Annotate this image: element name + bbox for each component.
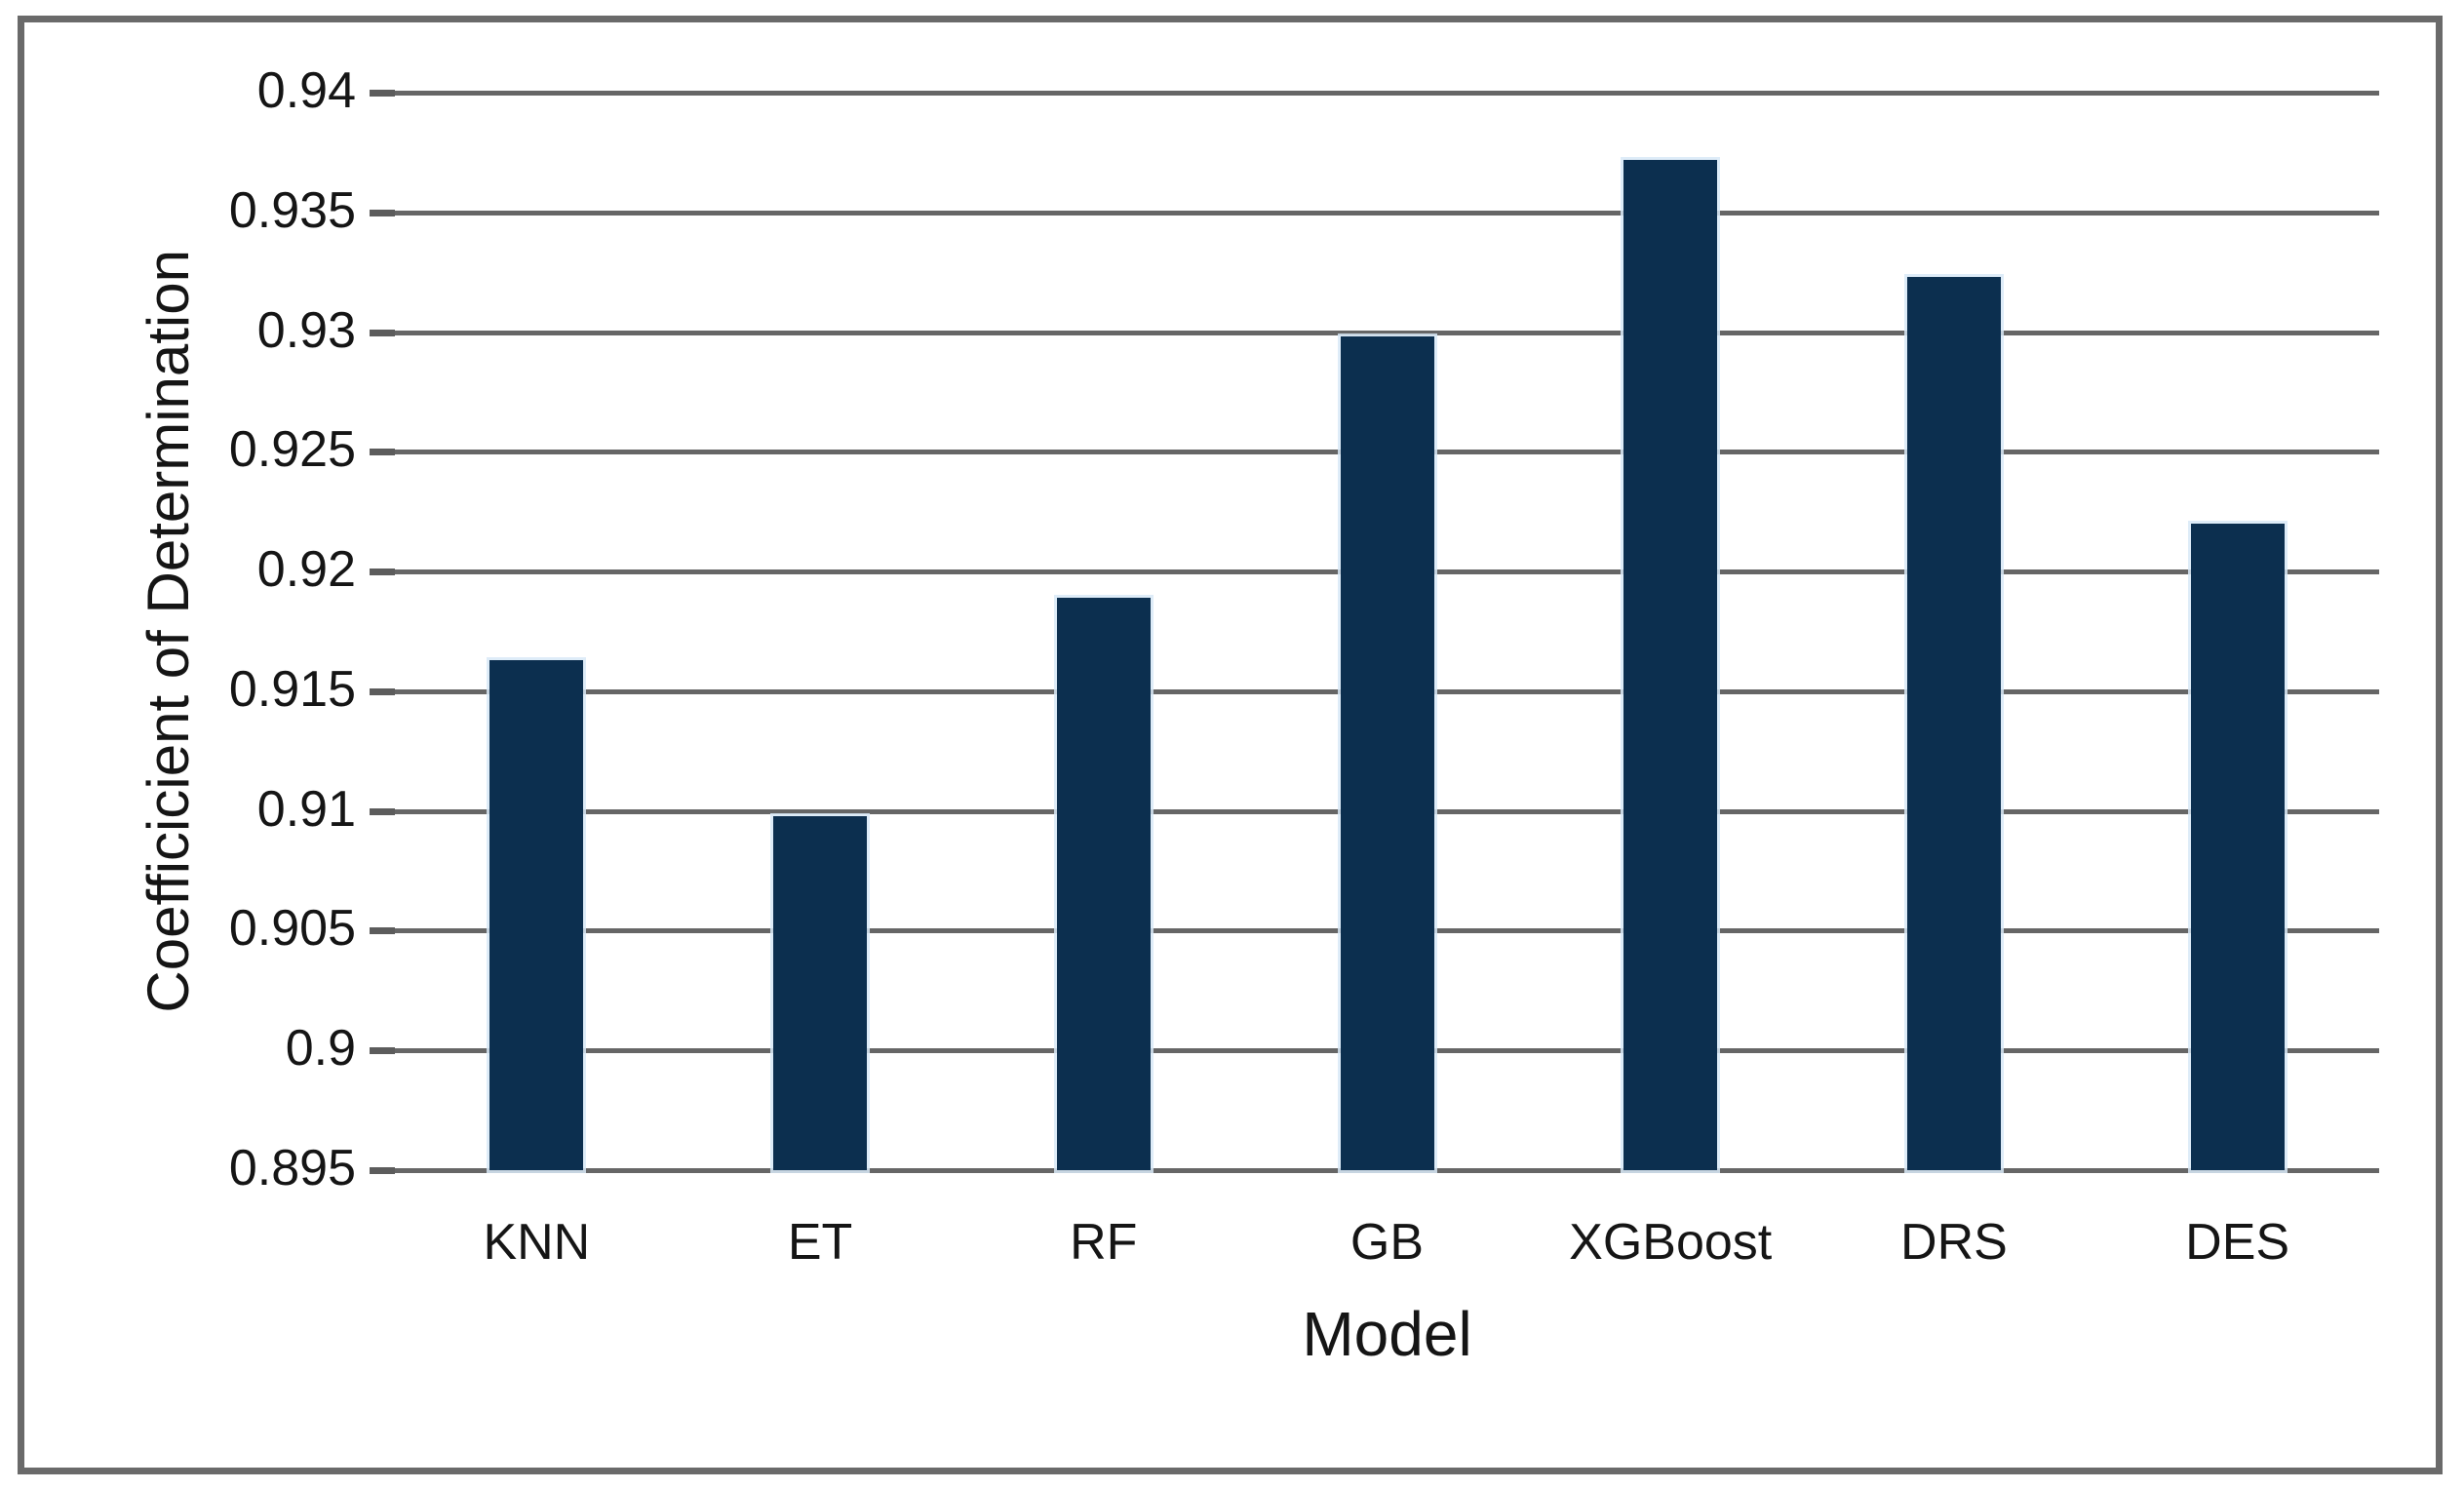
y-tick-label: 0.895 xyxy=(228,1140,356,1196)
y-axis-tick xyxy=(370,449,395,456)
figure-border xyxy=(18,16,2443,1474)
gridline xyxy=(370,1167,2379,1174)
bar-des xyxy=(2190,524,2285,1170)
y-tick-label: 0.91 xyxy=(256,780,356,838)
y-axis-tick xyxy=(370,569,395,576)
x-axis-tick-labels: KNN ET RF GB XGBoost DRS DES xyxy=(395,1217,2379,1275)
y-tick-label: 0.925 xyxy=(228,421,356,479)
y-tick-label: 0.92 xyxy=(256,541,356,599)
x-axis-title: Model xyxy=(1302,1299,1472,1369)
y-axis-tick xyxy=(370,927,395,935)
gridline xyxy=(370,90,2379,97)
x-tick-label-et: ET xyxy=(787,1214,853,1271)
x-tick-label-des: DES xyxy=(2185,1214,2290,1271)
y-tick-label: 0.9 xyxy=(285,1020,356,1078)
bar-drs xyxy=(1906,277,2001,1170)
y-axis-tick xyxy=(370,90,395,97)
bar-rf xyxy=(1056,598,1151,1170)
y-axis-tick xyxy=(370,209,395,216)
bar-knn xyxy=(489,659,584,1170)
y-tick-label: 0.915 xyxy=(228,660,356,718)
y-axis-tick xyxy=(370,329,395,336)
y-axis-tick-labels: 0.94 0.935 0.93 0.925 0.92 0.915 0.91 0.905 0.9 0… xyxy=(54,65,356,1194)
y-axis-tick xyxy=(370,1047,395,1055)
y-tick-label: 0.935 xyxy=(228,181,356,239)
x-tick-label-rf: RF xyxy=(1070,1214,1138,1271)
y-tick-label: 0.93 xyxy=(256,301,356,359)
y-axis-tick xyxy=(370,687,395,695)
x-tick-label-drs: DRS xyxy=(1900,1214,2008,1271)
y-axis-tick xyxy=(370,807,395,815)
plot-area xyxy=(370,90,2379,1174)
gridline xyxy=(370,329,2379,336)
x-tick-label-knn: KNN xyxy=(483,1214,591,1271)
bar-gb xyxy=(1340,336,1434,1170)
bar-et xyxy=(773,815,868,1170)
gridline xyxy=(370,209,2379,216)
y-tick-label: 0.94 xyxy=(256,62,356,119)
y-axis-tick xyxy=(370,1167,395,1174)
y-tick-label: 0.905 xyxy=(228,900,356,958)
x-tick-label-xgboost: XGBoost xyxy=(1569,1214,1773,1271)
x-tick-label-gb: GB xyxy=(1349,1214,1425,1271)
bar-xgboost xyxy=(1623,159,1718,1170)
